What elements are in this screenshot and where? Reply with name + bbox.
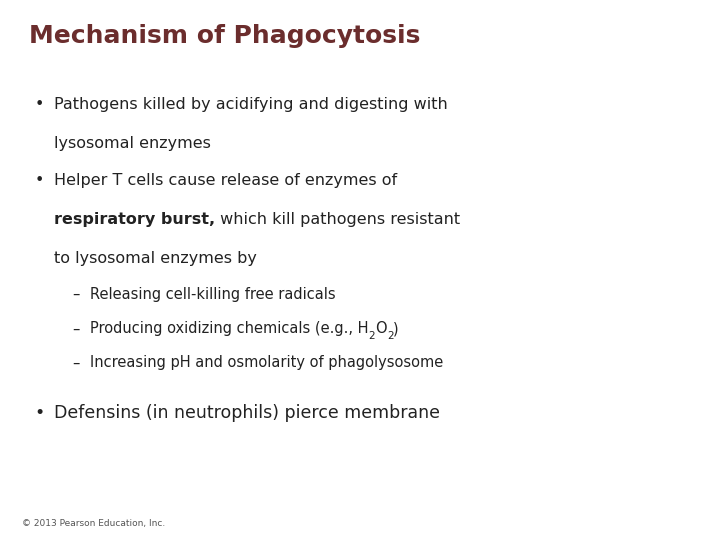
Text: respiratory burst,: respiratory burst, (54, 212, 215, 227)
Text: Pathogens killed by acidifying and digesting with: Pathogens killed by acidifying and diges… (54, 97, 448, 112)
Text: ): ) (393, 321, 399, 336)
Text: lysosomal enzymes: lysosomal enzymes (54, 136, 211, 151)
Text: Releasing cell-killing free radicals: Releasing cell-killing free radicals (90, 287, 336, 302)
Text: •: • (35, 97, 44, 112)
Text: •: • (35, 173, 44, 188)
Text: •: • (35, 404, 45, 422)
Text: © 2013 Pearson Education, Inc.: © 2013 Pearson Education, Inc. (22, 519, 165, 528)
Text: Mechanism of Phagocytosis: Mechanism of Phagocytosis (29, 24, 420, 48)
Text: Helper T cells cause release of enzymes of: Helper T cells cause release of enzymes … (54, 173, 397, 188)
Text: 2: 2 (387, 331, 393, 341)
Text: –: – (72, 321, 79, 336)
Text: to lysosomal enzymes by: to lysosomal enzymes by (54, 251, 257, 266)
Text: –: – (72, 287, 79, 302)
Text: –: – (72, 355, 79, 370)
Text: O: O (375, 321, 387, 336)
Text: Defensins (in neutrophils) pierce membrane: Defensins (in neutrophils) pierce membra… (54, 404, 440, 422)
Text: which kill pathogens resistant: which kill pathogens resistant (215, 212, 460, 227)
Text: Increasing pH and osmolarity of phagolysosome: Increasing pH and osmolarity of phagolys… (90, 355, 444, 370)
Text: Producing oxidizing chemicals (e.g., H: Producing oxidizing chemicals (e.g., H (90, 321, 369, 336)
Text: 2: 2 (369, 331, 375, 341)
